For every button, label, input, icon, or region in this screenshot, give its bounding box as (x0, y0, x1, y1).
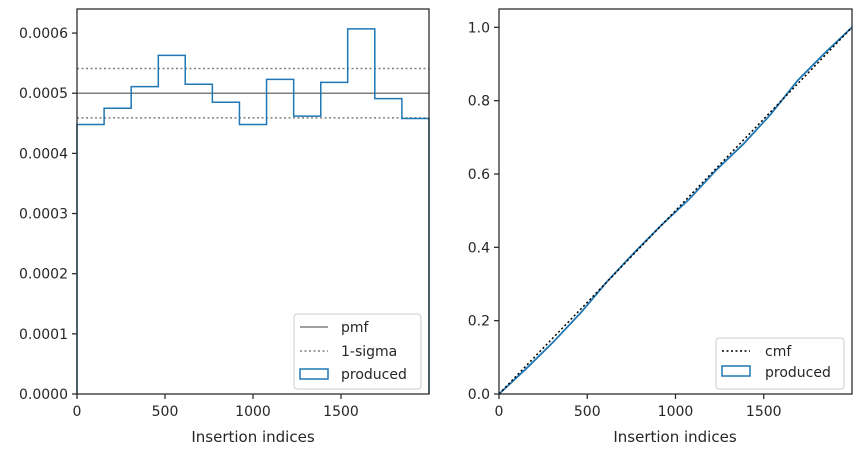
right-panel: 0 500 1000 1500 0.0 0.2 0.4 0.6 0.8 1.0 Insertion… (468, 8, 853, 446)
right-ticks: 0 500 1000 1500 0.0 0.2 0.4 0.6 0.8 1.0 (468, 20, 782, 420)
left-ytick-label: 0.0001 (19, 327, 68, 343)
legend-produced-label-right: produced (765, 365, 831, 381)
left-ytick-label: 0.0000 (19, 387, 68, 403)
legend-produced-swatch-right (721, 365, 751, 377)
left-ticks: 0 500 1000 1500 0.0000 0.0001 0.0002 0.0003 0.00… (19, 26, 359, 420)
right-ytick-label: 0.8 (468, 94, 490, 110)
left-xtick-label: 0 (73, 404, 82, 420)
right-ytick-label: 0.2 (468, 314, 490, 330)
right-ytick-label: 0.4 (468, 240, 490, 256)
produced-cdf-line (498, 26, 853, 395)
right-plot-area (498, 26, 853, 395)
left-xtick-label: 1000 (235, 404, 271, 420)
legend-cmf-label: cmf (765, 344, 792, 360)
left-ytick-label: 0.0006 (19, 26, 68, 42)
right-xtick-label: 1000 (658, 404, 694, 420)
legend-produced-swatch (299, 368, 329, 380)
left-xtick-label: 1500 (323, 404, 359, 420)
left-ytick-label: 0.0005 (19, 86, 68, 102)
left-ytick-label: 0.0004 (19, 146, 68, 162)
left-ytick-label: 0.0003 (19, 207, 68, 223)
legend-produced-label: produced (341, 367, 407, 383)
right-xtick-label: 500 (574, 404, 601, 420)
right-ytick-label: 0.6 (468, 167, 490, 183)
left-ytick-label: 0.0002 (19, 267, 68, 283)
right-ytick-label: 0.0 (468, 387, 490, 403)
legend-pmf-label: pmf (341, 320, 370, 336)
left-plot-area (76, 28, 430, 394)
right-xtick-label: 0 (495, 404, 504, 420)
right-ytick-label: 1.0 (468, 20, 490, 36)
left-axes-frame (76, 8, 430, 395)
right-x-axis-label: Insertion indices (613, 428, 736, 446)
right-axes-frame (498, 8, 853, 395)
right-legend: cmf produced (715, 337, 845, 390)
cmf-line (498, 26, 853, 395)
left-panel: 0 500 1000 1500 0.0000 0.0001 0.0002 0.0003 0.00… (19, 8, 430, 446)
produced-histogram (76, 28, 430, 394)
left-x-axis-label: Insertion indices (191, 428, 314, 446)
left-xtick-label: 500 (152, 404, 179, 420)
legend-1sigma-label: 1-sigma (341, 344, 397, 360)
left-legend-box (293, 313, 422, 390)
left-legend: pmf 1-sigma produced (293, 313, 422, 390)
right-xtick-label: 1500 (746, 404, 782, 420)
